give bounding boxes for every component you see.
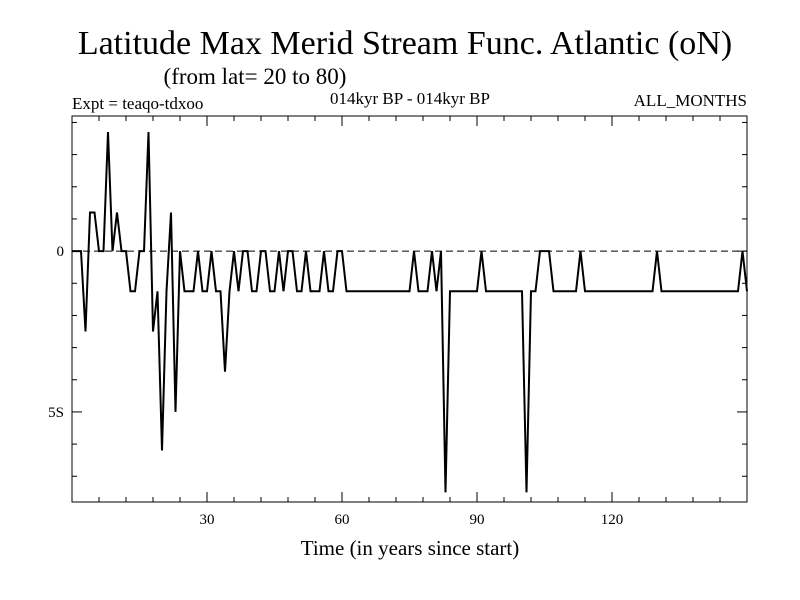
plot-frame xyxy=(71,115,748,503)
x-axis-label: Time (in years since start) xyxy=(301,536,520,560)
y-tick-label: 0 xyxy=(57,244,65,260)
period-label: 014kyr BP - 014kyr BP xyxy=(330,89,490,108)
experiment-label: Expt = teaqo-tdxoo xyxy=(72,94,203,113)
chart-subtitle: (from lat= 20 to 80) xyxy=(164,64,347,89)
x-tick-label: 30 xyxy=(200,512,215,528)
months-label: ALL_MONTHS xyxy=(634,91,747,110)
y-tick-label: 5S xyxy=(48,405,64,421)
chart-title: Latitude Max Merid Stream Func. Atlantic… xyxy=(78,25,732,62)
series-line xyxy=(72,132,748,493)
x-tick-label: 90 xyxy=(470,512,485,528)
x-tick-label: 120 xyxy=(601,512,624,528)
x-tick-label: 60 xyxy=(335,512,350,528)
plot-area: 30 60 90 120 0 5S xyxy=(48,115,748,528)
